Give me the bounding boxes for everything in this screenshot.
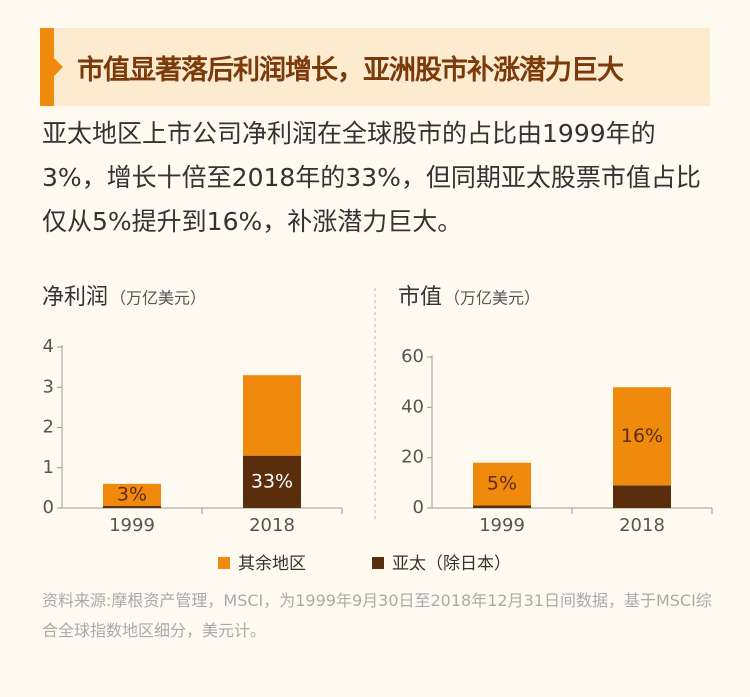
legend-swatch: [372, 557, 384, 569]
x-tick-label: 1999: [479, 515, 525, 536]
header-accent: [40, 28, 54, 106]
y-tick-label: 4: [43, 336, 54, 357]
bar-label: 5%: [487, 473, 517, 495]
bar-segment: [103, 483, 161, 506]
header-arrow: [54, 58, 63, 76]
bar-segment: [473, 505, 531, 508]
y-tick-label: 60: [401, 346, 424, 367]
chart-title: 净利润: [42, 285, 108, 310]
chart-subtitle: （万亿美元）: [110, 289, 206, 308]
x-tick-label: 2018: [249, 515, 295, 536]
legend-label: 其余地区: [238, 554, 306, 574]
bar-segment: [613, 485, 671, 508]
y-tick-label: 2: [43, 417, 54, 438]
y-tick-label: 20: [401, 447, 424, 468]
y-tick-label: 0: [413, 497, 424, 518]
bar-label: 16%: [621, 425, 663, 447]
bar-segment: [243, 375, 301, 456]
y-tick-label: 40: [401, 396, 424, 417]
bar-segment: [103, 505, 161, 508]
header-title: 市值显著落后利润增长，亚洲股市补涨潜力巨大: [77, 55, 624, 86]
y-tick-label: 0: [43, 497, 54, 518]
y-tick-label: 1: [43, 457, 54, 478]
footnote: 资料来源:摩根资产管理，MSCI，为1999年9月30日至2018年12月31日…: [42, 591, 712, 640]
x-tick-label: 2018: [619, 515, 665, 536]
y-tick-label: 3: [43, 376, 54, 397]
bar-label: 33%: [251, 470, 293, 492]
bar-label: 3%: [117, 483, 147, 505]
paragraph: 亚太地区上市公司净利润在全球股市的占比由1999年的3%，增长十倍至2018年的…: [42, 119, 701, 236]
bar-segment: [613, 387, 671, 486]
legend-label: 亚太（除日本）: [392, 554, 511, 574]
chart-subtitle: （万亿美元）: [444, 289, 540, 308]
bar-segment: [473, 462, 531, 506]
header-band: [40, 28, 710, 106]
bar-segment: [243, 455, 301, 508]
chart-title: 市值: [398, 285, 442, 310]
x-tick-label: 1999: [109, 515, 155, 536]
legend-swatch: [218, 557, 230, 569]
